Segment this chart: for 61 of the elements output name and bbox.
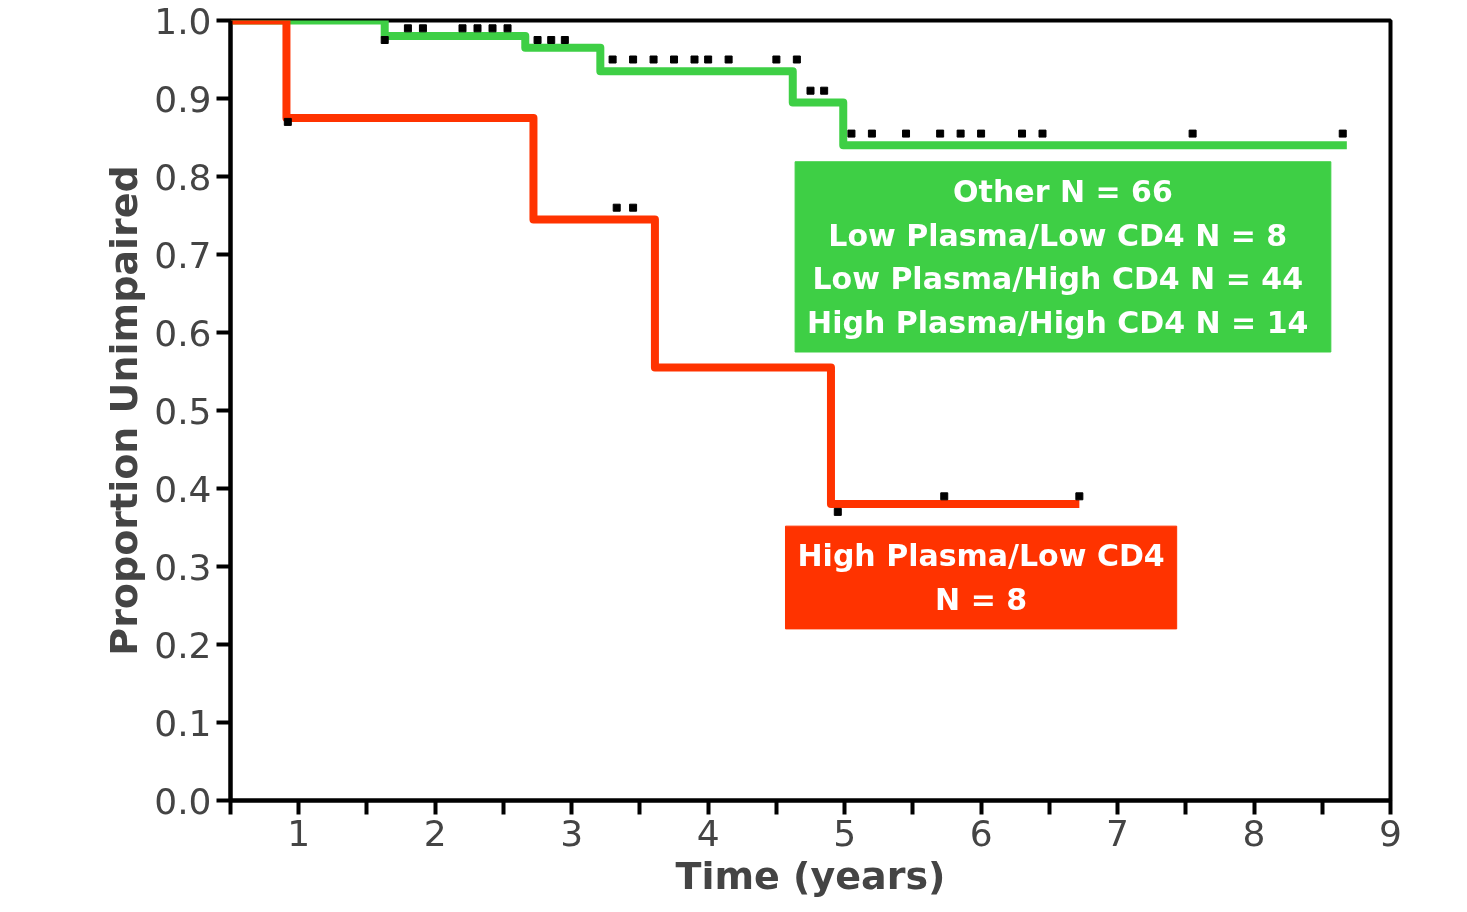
point <box>380 36 389 44</box>
point <box>847 129 856 138</box>
x-tick-label: 9 <box>1379 812 1402 854</box>
point <box>1338 129 1347 138</box>
point <box>608 55 617 64</box>
x-tick-label: 8 <box>1242 812 1266 854</box>
x-tick-label: 3 <box>560 812 584 854</box>
point <box>458 24 467 33</box>
y-tick-label: 0.2 <box>154 624 212 666</box>
y-tick-label: 0.4 <box>154 468 212 510</box>
series-label: Other N = 66 Low Plasma/Low CD4 N = 8 Low Plasma/High CD4 N = 44 High Plasma/High CD4 N = 14 <box>807 173 1309 340</box>
point <box>820 86 829 95</box>
y-tick-label: 0.8 <box>154 156 212 198</box>
point <box>670 55 679 64</box>
point <box>403 24 412 33</box>
point <box>1075 492 1084 501</box>
point <box>902 129 911 138</box>
point <box>533 36 542 44</box>
point <box>704 55 713 64</box>
point <box>1188 129 1197 138</box>
x-tick-label: 6 <box>969 812 993 854</box>
point <box>806 86 815 95</box>
point <box>629 203 638 212</box>
point <box>503 24 512 33</box>
series-label: High Plasma/Low CD4 N = 8 <box>797 538 1165 617</box>
point <box>473 24 482 33</box>
point <box>418 24 427 33</box>
point <box>612 203 621 212</box>
point <box>629 55 638 64</box>
y-tick-label: 0.3 <box>154 546 212 588</box>
y-tick-label: 0.7 <box>154 234 212 276</box>
x-tick-label: 7 <box>1106 812 1130 854</box>
point <box>488 24 497 33</box>
x-axis-title: Time (years) <box>675 853 946 898</box>
y-tick-label: 0.6 <box>154 312 212 354</box>
y-tick-label: 0.9 <box>154 78 212 120</box>
point <box>690 55 699 64</box>
point <box>940 492 949 501</box>
y-tick-label: 0.5 <box>154 390 212 432</box>
x-tick-label: 2 <box>423 812 447 854</box>
x-tick-label: 1 <box>287 812 311 854</box>
point <box>560 36 569 44</box>
x-tick-label: 4 <box>696 812 720 854</box>
point <box>867 129 876 138</box>
y-tick-label: 0.1 <box>154 702 212 744</box>
point <box>977 129 986 138</box>
y-axis-title: Proportion Unimpaired <box>102 165 147 656</box>
point <box>936 129 945 138</box>
y-tick-label: 0.0 <box>154 780 212 822</box>
point <box>956 129 965 138</box>
point <box>283 117 292 126</box>
point <box>649 55 658 64</box>
y-tick-label: 1.0 <box>154 0 212 42</box>
point <box>772 55 781 64</box>
point <box>1018 129 1027 138</box>
point <box>833 507 842 516</box>
point <box>1038 129 1047 138</box>
point <box>724 55 733 64</box>
point <box>547 36 556 44</box>
x-tick-label: 5 <box>833 812 857 854</box>
point <box>792 55 801 64</box>
